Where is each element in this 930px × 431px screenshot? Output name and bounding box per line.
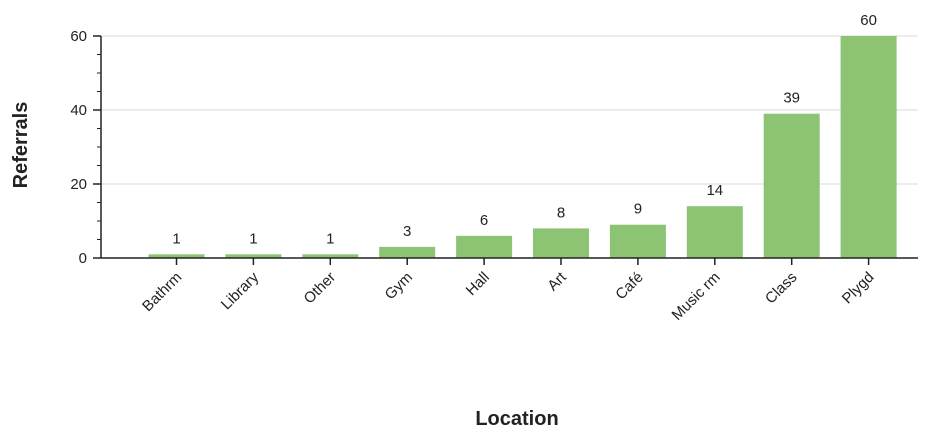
x-ticks: Bathrm Library Other Gym Hall Art Café Music rm…: [139, 258, 877, 324]
x-tick-label: Hall: [463, 269, 493, 299]
x-tick-label: Music rm: [669, 269, 724, 324]
x-tick-label: Class: [762, 269, 801, 308]
y-tick-label: 60: [70, 28, 87, 45]
data-label: 8: [557, 204, 565, 221]
bar: [609, 224, 666, 258]
x-tick-label: Café: [612, 269, 646, 303]
x-axis-title: Location: [475, 408, 558, 430]
y-ticks: 0 20 40 60: [70, 28, 101, 267]
data-label: 1: [326, 230, 334, 247]
x-tick-label: Library: [218, 268, 263, 313]
data-label: 6: [480, 212, 488, 229]
x-tick-label: Other: [301, 269, 340, 308]
bar: [533, 228, 589, 258]
bar: [225, 254, 282, 258]
bar: [686, 206, 743, 258]
bar: [840, 36, 897, 258]
y-tick-label: 20: [70, 176, 87, 193]
x-tick-label: Art: [544, 268, 570, 294]
bar: [302, 254, 359, 258]
y-tick-label: 40: [70, 102, 87, 119]
bar: [763, 113, 820, 258]
data-label: 1: [172, 230, 180, 247]
data-labels: 1 1 1 3 6 8 9 14 39 60: [172, 12, 877, 247]
bar: [379, 246, 436, 258]
data-label: 60: [860, 12, 877, 29]
bar: [148, 254, 205, 258]
data-label: 9: [634, 201, 642, 218]
x-tick-label: Plygd: [839, 269, 878, 308]
x-tick-label: Bathrm: [139, 269, 185, 315]
x-tick-label: Gym: [382, 269, 416, 303]
bar: [456, 235, 513, 258]
y-tick-label: 0: [79, 250, 87, 267]
y-axis-title: Referrals: [10, 102, 32, 189]
bars: [148, 36, 897, 258]
data-label: 14: [706, 182, 723, 199]
data-label: 1: [249, 230, 257, 247]
data-label: 39: [783, 90, 800, 107]
data-label: 3: [403, 223, 411, 240]
